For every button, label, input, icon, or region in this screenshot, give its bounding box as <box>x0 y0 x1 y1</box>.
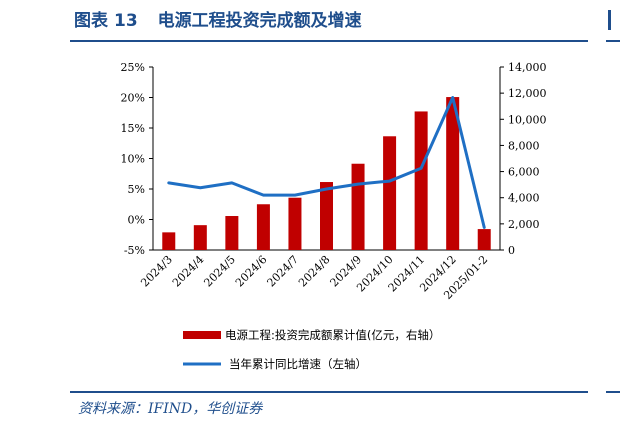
bar-2024/11 <box>414 111 428 250</box>
bar-2024/7 <box>288 197 302 250</box>
source-note: 资料来源：IFIND，华创证券 <box>78 401 263 417</box>
left-tick-label: 20% <box>121 92 145 105</box>
left-tick-label: 10% <box>121 153 145 166</box>
right-tick-label: 10,000 <box>508 113 547 126</box>
bar-2024/9 <box>351 163 365 250</box>
x-tick-label: 2024/5 <box>201 253 238 290</box>
right-tick-label: 14,000 <box>508 61 547 74</box>
chart-labels: -5% 0% 5% 10% 15% 20% 25% 0 2,000 4,000 6,000 8,000… <box>121 61 547 302</box>
left-tick-label: 25% <box>121 61 145 74</box>
left-tick-label: 0% <box>128 214 145 227</box>
left-tick-label: 15% <box>121 122 145 135</box>
top-rule <box>70 40 588 42</box>
bar-2024/5 <box>225 216 239 250</box>
right-tick-label: 8,000 <box>508 139 540 152</box>
x-tick-label: 2024/3 <box>138 253 175 290</box>
figure-title: 图表 13 电源工程投资完成额及增速 <box>74 6 362 36</box>
chart-line <box>167 96 486 229</box>
figure-number: 13 <box>114 11 138 31</box>
bottom-rule <box>70 391 588 393</box>
left-tick-label: 5% <box>128 183 145 196</box>
right-tick-label: 4,000 <box>508 192 540 205</box>
bar-2024/12 <box>446 97 460 250</box>
top-rule-right <box>606 40 620 42</box>
x-tick-label: 2024/4 <box>170 253 207 290</box>
bar-2024/6 <box>256 204 270 250</box>
next-figure-edge <box>608 10 619 30</box>
chart-legend: 电源工程:投资完成额累计值(亿元，右轴） 当年累计同比增速（左轴） <box>183 328 440 371</box>
legend-bar-label: 电源工程:投资完成额累计值(亿元，右轴） <box>225 328 440 342</box>
legend-line-label: 当年累计同比增速（左轴） <box>229 357 367 371</box>
x-tick-label: 2024/6 <box>233 253 270 290</box>
x-tick-label: 2024/7 <box>265 253 302 290</box>
left-tick-label: -5% <box>124 244 145 257</box>
right-tick-label: 2,000 <box>508 218 540 231</box>
bar-2024/3 <box>162 232 176 250</box>
bar-2024/10 <box>383 136 397 250</box>
bar-2024/8 <box>320 182 333 250</box>
figure-label: 图表 <box>74 11 108 31</box>
bar-2024/4 <box>193 225 207 250</box>
x-tick-label: 2024/8 <box>296 253 333 290</box>
right-tick-label: 12,000 <box>508 87 547 100</box>
bar-2025/01-2 <box>477 229 491 250</box>
right-tick-label: 6,000 <box>508 166 540 179</box>
bottom-rule-right <box>606 391 620 393</box>
chart-bars <box>162 97 491 250</box>
legend-bar-swatch <box>183 331 221 339</box>
chart: -5% 0% 5% 10% 15% 20% 25% 0 2,000 4,000 6,000 8,000… <box>121 61 547 371</box>
right-tick-label: 0 <box>508 244 515 257</box>
figure-title-text: 电源工程投资完成额及增速 <box>157 11 362 31</box>
